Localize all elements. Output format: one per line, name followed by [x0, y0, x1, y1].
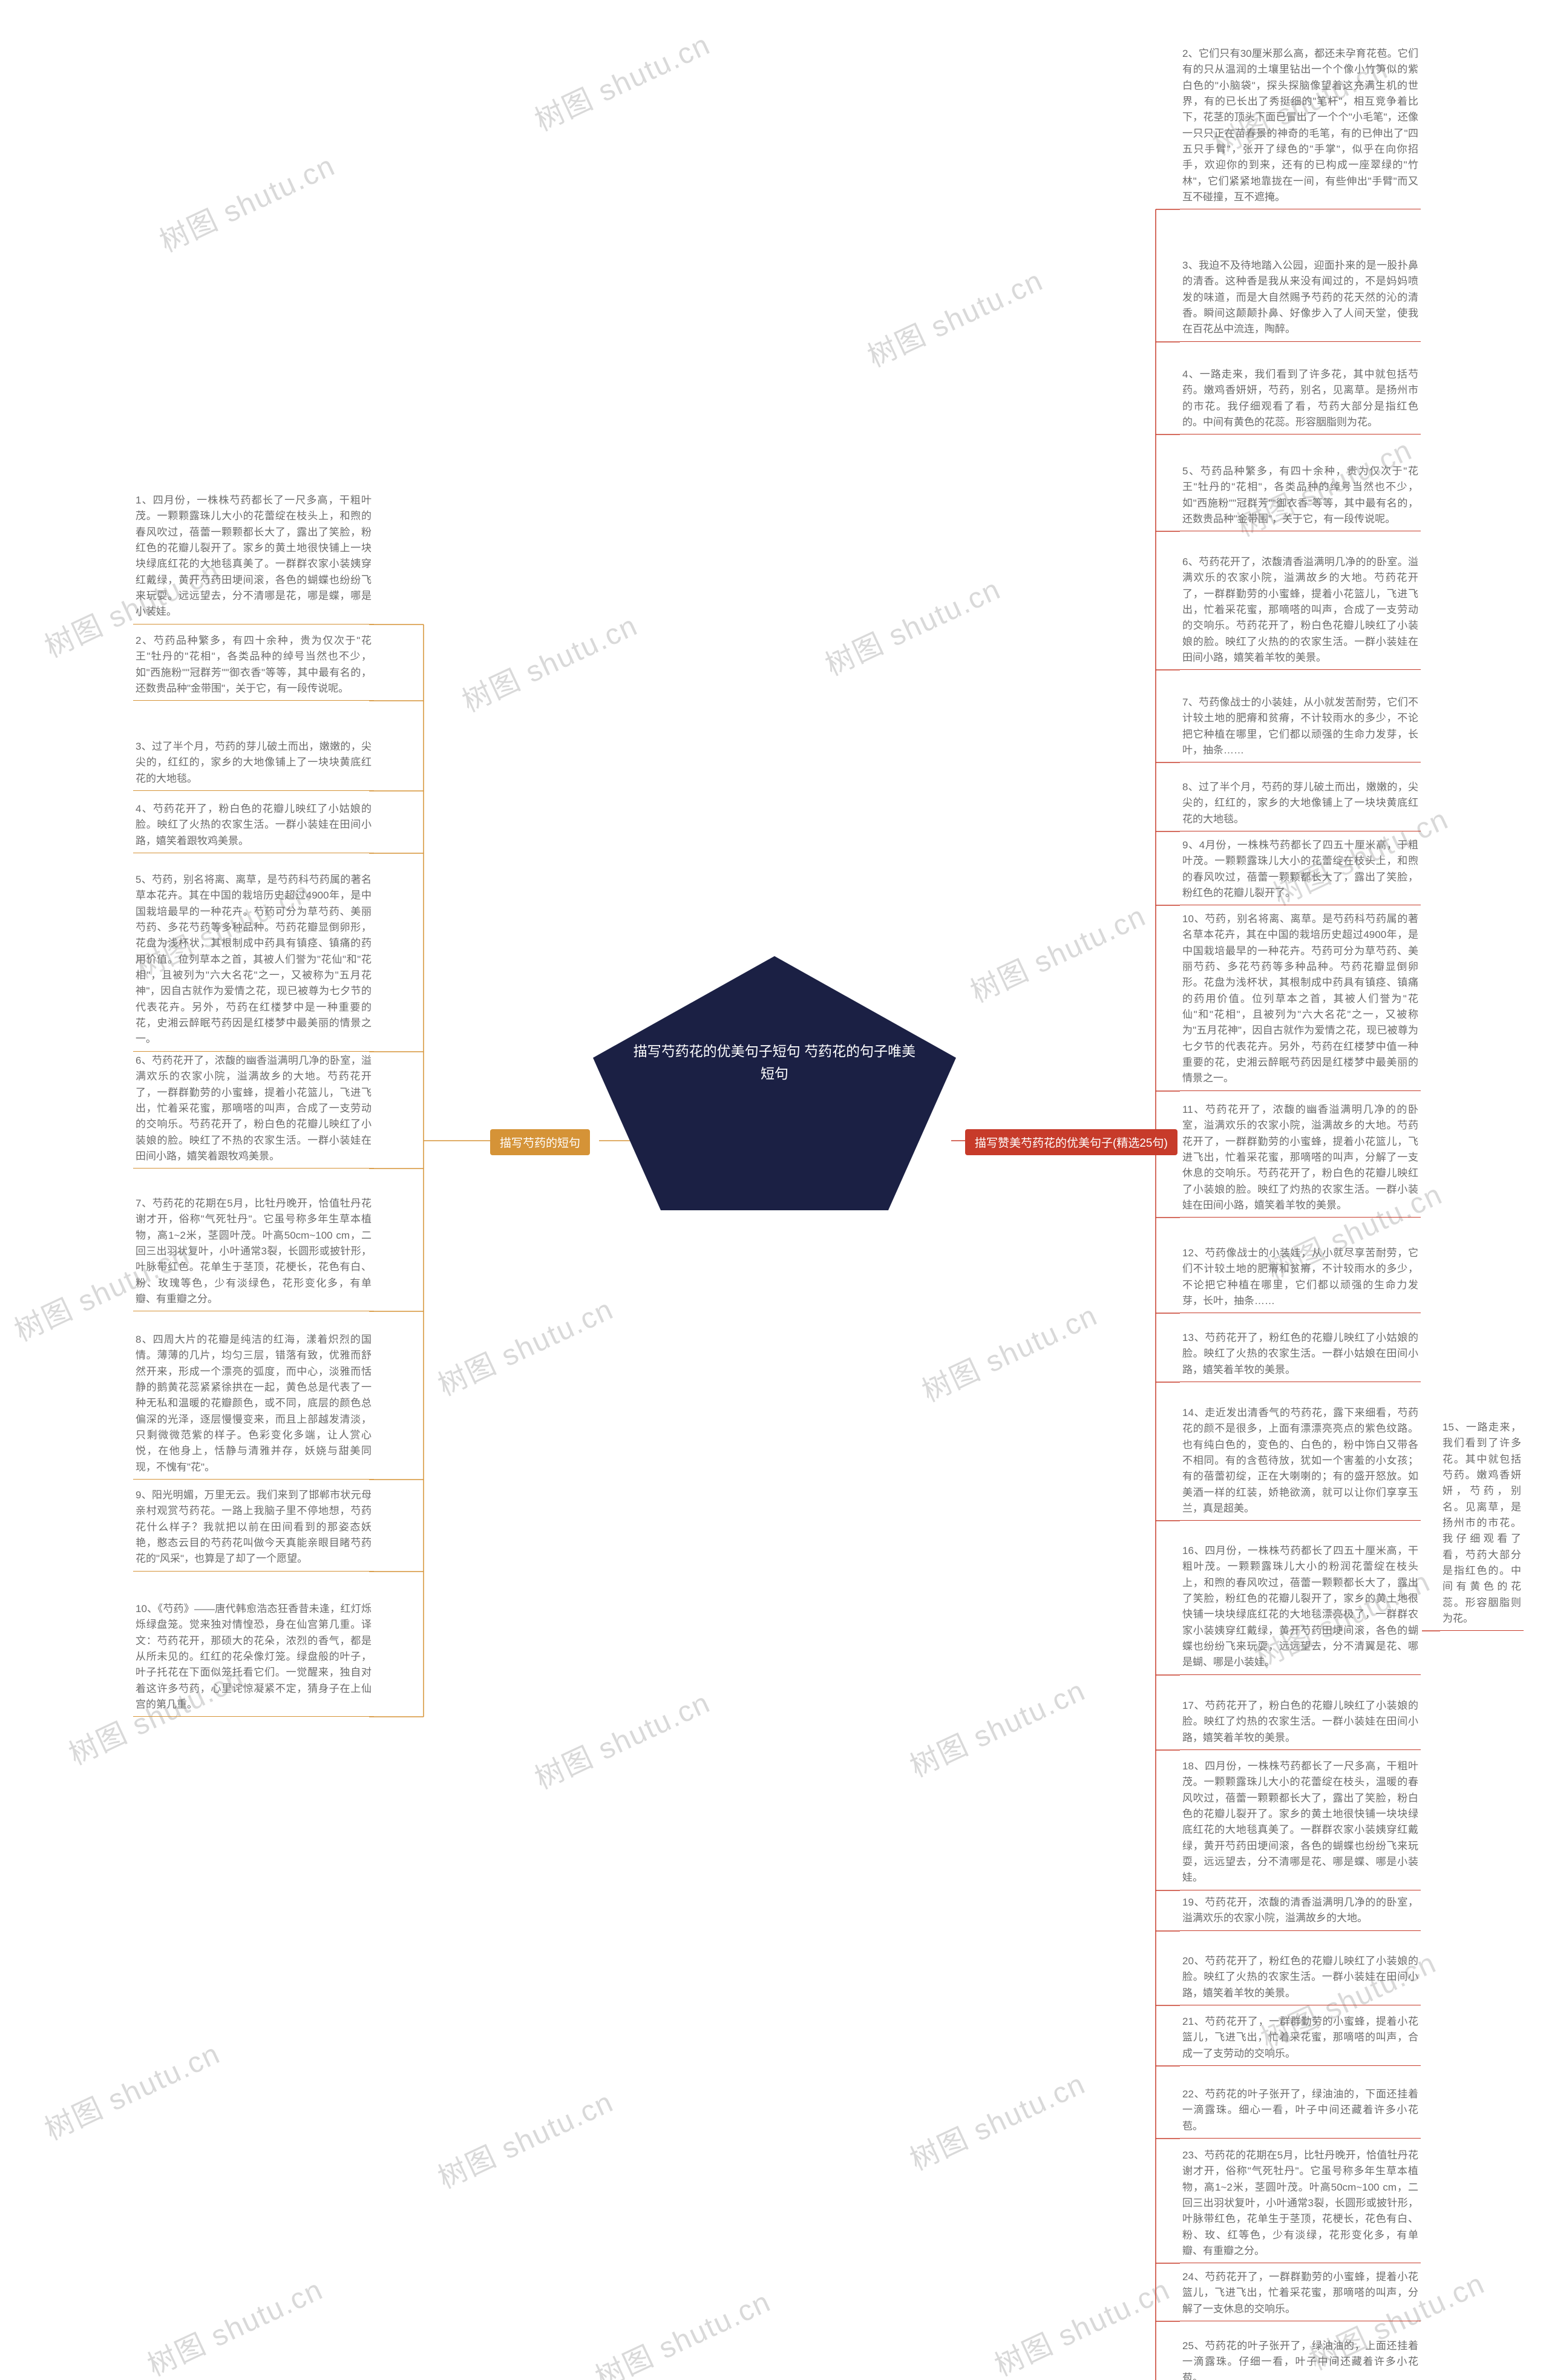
- center-root-node: 描写芍药花的优美句子短句 芍药花的句子唯美短句: [593, 956, 956, 1210]
- left-branch-label: 描写芍药的短句: [490, 1129, 590, 1155]
- center-title: 描写芍药花的优美句子短句 芍药花的句子唯美短句: [629, 1041, 920, 1086]
- right-leaf-item: 3、我迫不及待地踏入公园，迎面扑来的是一股扑鼻的清香。这种香是我从来没有闻过的，…: [1180, 254, 1421, 342]
- watermark-text: 树图 shutu.cn: [859, 257, 1049, 375]
- right-leaf-item: 21、芍药花开了，一群群勤劳的小蜜蜂，提着小花篮儿，飞进飞出，忙着采花蜜，那嘀嗒…: [1180, 2010, 1421, 2066]
- right-leaf-item: 9、4月份，一株株芍药都长了四五十厘米高，干粗叶茂。一颗颗露珠儿大小的花蕾绽在枝…: [1180, 834, 1421, 905]
- right-leaf-item: 20、芍药花开了，粉红色的花瓣儿映红了小装娘的脸。映红了火热的农家生活。一群小装…: [1180, 1950, 1421, 2005]
- right-leaf-item: 2、它们只有30厘米那么高，都还未孕育花苞。它们有的只从温润的土壤里钻出一个个像…: [1180, 42, 1421, 209]
- left-leaf-item: 3、过了半个月，芍药的芽儿破土而出，嫩嫩的，尖尖的，红红的，家乡的大地像铺上了一…: [133, 735, 374, 791]
- right-leaf-item: 24、芍药花开了，一群群勤劳的小蜜蜂，提着小花篮儿，飞进飞出，忙着采花蜜，那嘀嗒…: [1180, 2266, 1421, 2321]
- right-leaf-item: 12、芍药像战士的小装娃，从小就尽享苦耐劳，它们不计较土地的肥瘠和贫瘠，不计较雨…: [1180, 1242, 1421, 1313]
- watermark-text: 树图 shutu.cn: [587, 2278, 776, 2380]
- right-leaf-item: 19、芍药花开，浓馥的清香溢满明几净的的卧室，溢满欢乐的农家小院，溢满故乡的大地…: [1180, 1891, 1421, 1931]
- right-leaf-item: 8、过了半个月，芍药的芽儿破土而出，嫩嫩的，尖尖的，红红的，家乡的大地像铺上了一…: [1180, 776, 1421, 831]
- right-leaf-item: 5、芍药品种繁多，有四十余种，贵为仅次于"花王"牡丹的"花相"，各类品种的绰号当…: [1180, 460, 1421, 531]
- right-leaf-item: 7、芍药像战士的小装娃，从小就发苦耐劳，它们不计较土地的肥瘠和贫瘠，不计较雨水的…: [1180, 691, 1421, 762]
- left-leaf-item: 2、芍药品种繁多，有四十余种，贵为仅次于"花王"牡丹的"花相"，各类品种的绰号当…: [133, 629, 374, 701]
- right-branch-label: 描写赞美芍药花的优美句子(精选25句): [965, 1129, 1177, 1155]
- right-far-leaf-item: 15、一路走来，我们看到了许多花。其中就包括芍药。嫩鸡香妍妍，芍药，别名。见离草…: [1440, 1416, 1524, 1631]
- right-leaf-item: 22、芍药花的叶子张开了，绿油油的，下面还挂着一滴露珠。细心一看，叶子中间还藏着…: [1180, 2083, 1421, 2139]
- watermark-text: 树图 shutu.cn: [430, 1285, 619, 1404]
- right-leaf-item: 23、芍药花的花期在5月，比牡丹晚开，恰值牡丹花谢才开，俗称"气死牡丹"。它虽号…: [1180, 2144, 1421, 2263]
- left-leaf-item: 9、阳光明媚，万里无云。我们来到了邯郸市状元母亲村观赏芍药花。一路上我脑子里不停…: [133, 1484, 374, 1572]
- watermark-text: 树图 shutu.cn: [139, 2266, 329, 2380]
- watermark-text: 树图 shutu.cn: [986, 2266, 1176, 2380]
- left-leaf-item: 6、芍药花开了，浓馥的幽香溢满明几净的卧室，溢满欢乐的农家小院，溢满故乡的大地。…: [133, 1049, 374, 1169]
- left-leaf-item: 10、《芍药》——唐代韩愈浩态狂香昔未逢，红灯烁烁绿盘笼。觉来独对情惶恐，身在仙…: [133, 1598, 374, 1717]
- right-leaf-item: 18、四月份，一株株芍药都长了一尺多高，干粗叶茂。一颗颗露珠儿大小的花蕾绽在枝头…: [1180, 1755, 1421, 1890]
- watermark-text: 树图 shutu.cn: [430, 2078, 619, 2197]
- watermark-text: 树图 shutu.cn: [962, 892, 1151, 1011]
- left-leaf-item: 7、芍药花的花期在5月，比牡丹晚开，恰值牡丹花谢才开，俗称"气死牡丹"。它虽号称…: [133, 1192, 374, 1311]
- left-leaf-item: 1、四月份，一株株芍药都长了一尺多高，干粗叶茂。一颗颗露珠儿大小的花蕾绽在枝头上…: [133, 489, 374, 625]
- watermark-text: 树图 shutu.cn: [454, 602, 643, 720]
- watermark-text: 树图 shutu.cn: [526, 21, 716, 139]
- right-leaf-item: 17、芍药花开了，粉白色的花瓣儿映红了小装娘的脸。映红了灼热的农家生活。一群小装…: [1180, 1694, 1421, 1750]
- right-leaf-item: 14、走近发出清香气的芍药花，露下来细看，芍药花的颜不是很多，上面有漂漂亮亮点的…: [1180, 1401, 1421, 1521]
- right-leaf-item: 16、四月份，一株株芍药都长了四五十厘米高，干粗叶茂。一颗颗露珠儿大小的粉润花蕾…: [1180, 1539, 1421, 1675]
- right-leaf-item: 11、芍药花开了，浓馥的幽香溢满明几净的的卧室，溢满欢乐的农家小院，溢满故乡的大…: [1180, 1098, 1421, 1218]
- watermark-text: 树图 shutu.cn: [902, 1667, 1091, 1785]
- right-leaf-item: 25、芍药花的叶子张开了，绿油油的，上面还挂着一滴露珠。仔细一看，叶子中间还藏着…: [1180, 2335, 1421, 2380]
- right-leaf-item: 4、一路走来，我们看到了许多花，其中就包括芍药。嫩鸡香妍妍，芍药，别名，见离草。…: [1180, 363, 1421, 434]
- right-leaf-item: 13、芍药花开了，粉红色的花瓣儿映红了小姑娘的脸。映红了火热的农家生活。一群小姑…: [1180, 1326, 1421, 1382]
- watermark-text: 树图 shutu.cn: [151, 142, 341, 260]
- left-leaf-item: 8、四周大片的花瓣是纯洁的红海，漾着炽烈的国情。薄薄的几片，均匀三层，错落有致，…: [133, 1328, 374, 1480]
- left-leaf-item: 4、芍药花开了，粉白色的花瓣儿映红了小姑娘的脸。映红了火热的农家生活。一群小装娃…: [133, 798, 374, 853]
- right-leaf-item: 6、芍药花开了，浓馥清香溢满明几净的的卧室。溢满欢乐的农家小院，溢满故乡的大地。…: [1180, 551, 1421, 670]
- right-leaf-item: 10、芍药，别名将离、离草。是芍药科芍药属的著名草本花卉，其在中国的栽培历史超过…: [1180, 908, 1421, 1091]
- watermark-text: 树图 shutu.cn: [526, 1679, 716, 1797]
- watermark-text: 树图 shutu.cn: [36, 2030, 226, 2148]
- watermark-text: 树图 shutu.cn: [817, 565, 1006, 684]
- watermark-text: 树图 shutu.cn: [914, 1291, 1103, 1410]
- left-leaf-item: 5、芍药，别名将离、离草，是芍药科芍药属的著名草本花卉。其在中国的栽培历史超过4…: [133, 868, 374, 1052]
- watermark-text: 树图 shutu.cn: [902, 2060, 1091, 2178]
